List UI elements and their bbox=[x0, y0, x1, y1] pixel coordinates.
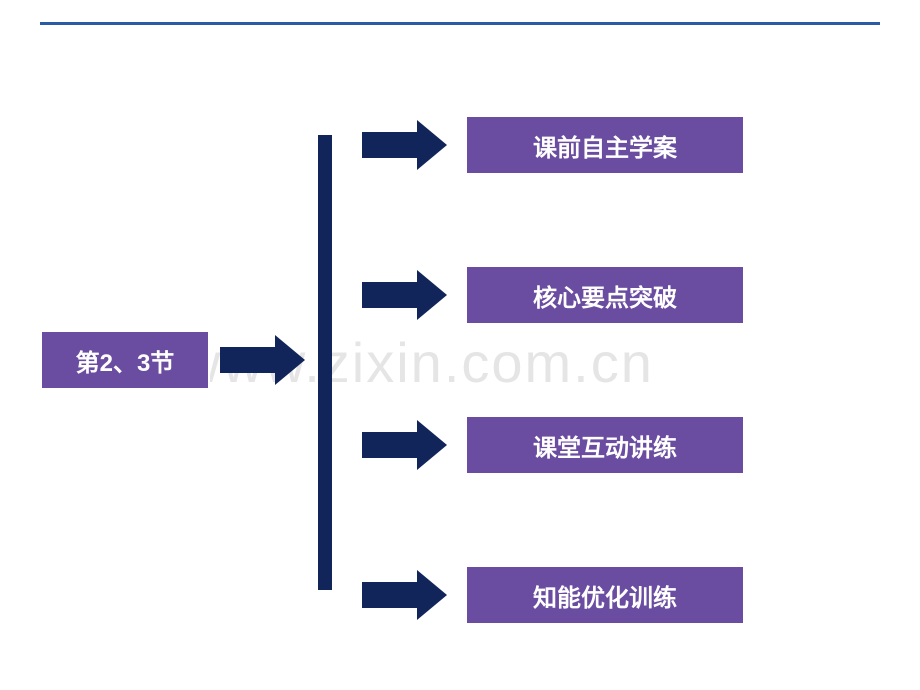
child-node-0: 课前自主学案 bbox=[465, 115, 745, 175]
child-arrow-tail-2 bbox=[362, 432, 417, 458]
root-node: 第2、3节 bbox=[40, 330, 210, 390]
child-node-3: 知能优化训练 bbox=[465, 565, 745, 625]
child-node-1: 核心要点突破 bbox=[465, 265, 745, 325]
child-arrow-tail-1 bbox=[362, 282, 417, 308]
child-node-2: 课堂互动讲练 bbox=[465, 415, 745, 475]
child-arrow-tail-0 bbox=[362, 132, 417, 158]
child-arrow-head-1 bbox=[417, 270, 447, 320]
child-label-2: 课堂互动讲练 bbox=[533, 428, 677, 463]
child-arrow-head-0 bbox=[417, 120, 447, 170]
root-arrow-head bbox=[275, 335, 305, 385]
child-arrow-tail-3 bbox=[362, 582, 417, 608]
child-label-0: 课前自主学案 bbox=[533, 128, 677, 163]
child-arrow-head-2 bbox=[417, 420, 447, 470]
child-arrow-head-3 bbox=[417, 570, 447, 620]
flow-diagram: 第2、3节 课前自主学案 核心要点突破 课堂互动讲练 知能优化训练 bbox=[0, 0, 920, 690]
child-label-3: 知能优化训练 bbox=[533, 578, 677, 613]
child-label-1: 核心要点突破 bbox=[533, 278, 677, 313]
root-label: 第2、3节 bbox=[76, 343, 175, 378]
connector-vertical bbox=[318, 135, 332, 590]
root-arrow-tail bbox=[220, 347, 275, 373]
